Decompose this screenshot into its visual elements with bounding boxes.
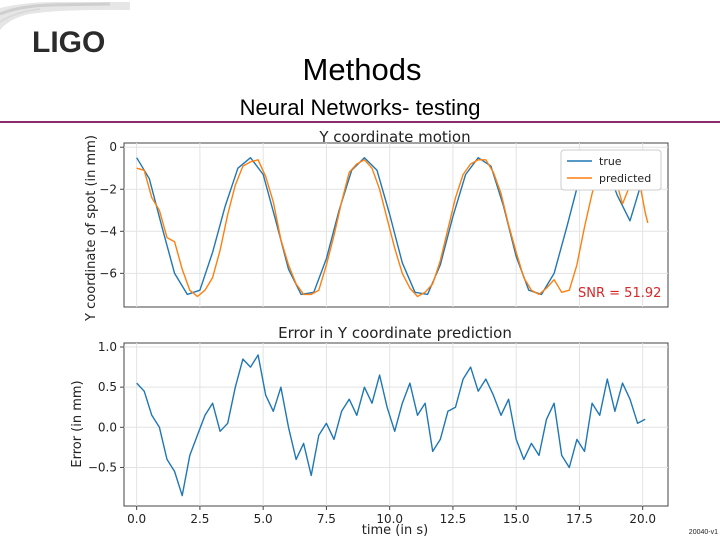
y-tick-label: −6: [99, 266, 117, 280]
slide-title: Methods: [302, 52, 422, 87]
y-tick-label: 0.0: [98, 420, 117, 434]
legend-true-label: true: [599, 155, 622, 168]
y-tick-label: −4: [99, 224, 117, 238]
document-id: 20040-v1: [688, 529, 718, 536]
error-plot: 0.0 2.5 5.0 7.5 10.0 12.5 15.0 17.5 20.0 1.0 0.5 0.…: [70, 324, 669, 538]
y-tick-label: −0.5: [88, 460, 117, 474]
header-divider: [0, 121, 720, 123]
motion-plot-legend: true predicted: [560, 149, 662, 191]
y-tick-label: −2: [99, 182, 117, 196]
error-plot-xlabel: time (in s): [362, 523, 428, 538]
error-plot-ylabel: Error (in mm): [70, 380, 85, 467]
error-plot-title: Error in Y coordinate prediction: [278, 324, 512, 342]
y-tick-label: 0.5: [98, 380, 117, 394]
motion-plot: 0 −2 −4 −6 Y coordinate motion Y coordinate…: [84, 128, 669, 322]
motion-plot-ticks: 0 −2 −4 −6: [99, 140, 124, 280]
x-tick-label: 5.0: [254, 512, 273, 526]
error-plot-ticks: 0.0 2.5 5.0 7.5 10.0 12.5 15.0 17.5 20.0 1.0 0.5 0.…: [88, 340, 656, 526]
slide-subtitle: Neural Networks- testing: [239, 95, 481, 120]
x-tick-label: 2.5: [190, 512, 209, 526]
motion-plot-ylabel: Y coordinate of spot (in mm): [84, 135, 99, 322]
series-true-line: [136, 156, 649, 296]
legend-box: [560, 149, 662, 191]
ligo-logo: LIGO: [0, 0, 130, 68]
logo-text: LIGO: [32, 26, 106, 59]
error-plot-series: [136, 354, 646, 497]
series-predicted-line: [136, 159, 649, 298]
x-tick-label: 12.5: [440, 512, 467, 526]
x-tick-label: 17.5: [566, 512, 593, 526]
snr-annotation: SNR = 51.92: [578, 286, 661, 301]
motion-plot-title: Y coordinate motion: [318, 128, 470, 146]
logo-swoosh-graphic: [0, 2, 130, 30]
x-tick-label: 20.0: [629, 512, 656, 526]
error-series-line: [136, 354, 646, 497]
x-tick-label: 10.0: [376, 512, 403, 526]
legend-predicted-label: predicted: [599, 172, 651, 185]
x-tick-label: 0.0: [127, 512, 146, 526]
x-tick-label: 15.0: [503, 512, 530, 526]
motion-plot-series: [136, 156, 649, 298]
y-tick-label: 0: [109, 140, 117, 154]
x-tick-label: 7.5: [317, 512, 336, 526]
y-tick-label: 1.0: [98, 340, 117, 354]
